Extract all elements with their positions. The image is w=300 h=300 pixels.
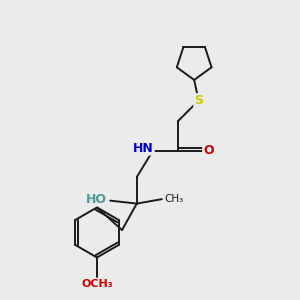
- Text: S: S: [194, 94, 203, 107]
- Text: CH₃: CH₃: [164, 194, 183, 204]
- Text: O: O: [203, 144, 214, 157]
- Text: HN: HN: [133, 142, 154, 155]
- Text: HO: HO: [86, 193, 107, 206]
- Text: OCH₃: OCH₃: [81, 279, 113, 289]
